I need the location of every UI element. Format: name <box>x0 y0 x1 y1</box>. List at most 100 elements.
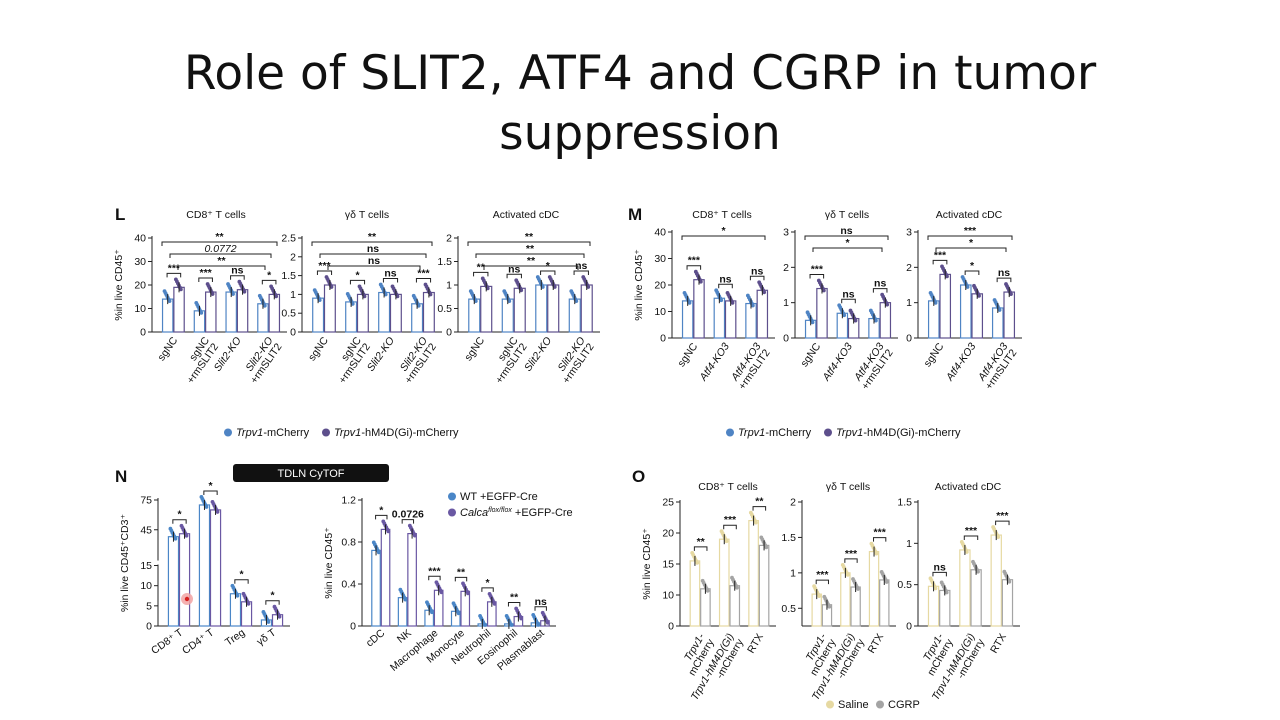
x-tick-label-line: sgNC <box>306 335 331 364</box>
sig-marker: ns <box>719 273 731 285</box>
sig-bracket <box>166 272 182 278</box>
y-tick-label: 2 <box>906 262 912 274</box>
data-point <box>821 288 826 293</box>
data-point <box>545 620 550 625</box>
chart-N-6: 0 5 10 15 45 75 %in live CD45⁺CD3⁺ * CD8⁺ T * CD4⁺… <box>119 480 292 657</box>
sig-bracket <box>311 241 433 246</box>
x-tick-label: Atf4-KO3+rmSLIT2 <box>850 341 896 392</box>
data-point <box>485 286 490 291</box>
bar <box>580 284 593 333</box>
sig-bracket <box>230 275 245 280</box>
y-tick-label: 1 <box>790 567 796 579</box>
panel-label-O: O <box>632 467 645 486</box>
y-tick-label: 1.5 <box>437 256 452 268</box>
y-tick-label: 20 <box>654 280 666 292</box>
sig-marker: ns <box>508 263 520 275</box>
legend-trpv1-mcherry-swatch <box>224 428 232 437</box>
bar <box>422 291 435 333</box>
sig-bracket <box>172 519 187 524</box>
sig-marker: *** <box>724 514 737 526</box>
data-point <box>944 590 949 595</box>
x-tick-label: CD4⁺ T <box>180 626 217 657</box>
sig-bracket <box>534 606 547 611</box>
data-point <box>274 294 279 299</box>
x-tick-label-line: Slit2-KO <box>522 335 554 374</box>
y-tick-label: 0 <box>446 327 452 339</box>
data-point <box>724 539 729 544</box>
bar <box>1003 291 1016 339</box>
sig-bracket <box>261 279 277 285</box>
legend-cgrp-swatch <box>876 700 884 709</box>
sig-bracket <box>234 579 249 584</box>
x-tick-label: RTX <box>745 632 766 656</box>
legend-cgrp-part: CGRP <box>888 699 920 711</box>
bar <box>236 289 249 333</box>
sig-marker: * <box>355 269 360 281</box>
sig-marker: ** <box>217 255 226 267</box>
chart-title: Activated cDC <box>493 209 560 221</box>
y-tick-label: 10 <box>662 590 674 602</box>
x-tick-label-line: cDC <box>364 627 388 650</box>
sig-marker: *** <box>964 225 977 237</box>
bar <box>990 534 1002 627</box>
sig-bracket <box>749 275 765 281</box>
sig-bracket <box>481 587 494 592</box>
legend-saline-swatch <box>826 700 834 709</box>
bar <box>758 544 770 627</box>
sig-bracket <box>169 253 272 258</box>
bar <box>356 293 369 333</box>
data-point <box>695 561 700 565</box>
data-point <box>277 614 282 619</box>
data-point <box>977 293 981 298</box>
sig-marker: ** <box>477 261 486 273</box>
x-tick-label-line: Atf4-KO3 <box>697 341 732 384</box>
sig-marker: ns <box>840 225 852 237</box>
bar <box>879 302 892 339</box>
sig-marker: *** <box>816 569 829 581</box>
legend-trpv1-mcherry-text: Trpv1-mCherry <box>236 427 310 439</box>
data-point <box>964 550 969 554</box>
legend-trpv1-hm4d-part: Trpv1 <box>836 427 863 439</box>
sig-bracket <box>681 235 766 240</box>
data-point <box>456 611 461 616</box>
chart-title: γδ T cells <box>826 481 870 493</box>
y-tick-label: 0 <box>140 327 146 339</box>
data-point <box>184 533 189 538</box>
sig-bracket <box>177 265 266 270</box>
sig-marker: ** <box>510 592 519 604</box>
y-tick-label: 3 <box>783 227 789 239</box>
bar <box>868 550 880 627</box>
sig-bracket <box>507 602 521 607</box>
sig-marker: * <box>239 569 244 581</box>
data-point <box>687 301 692 305</box>
sig-bracket <box>932 571 947 577</box>
y-tick-label: 15 <box>662 559 674 571</box>
y-tick-label: 10 <box>654 306 666 318</box>
sig-marker: *** <box>688 255 701 267</box>
data-point <box>173 536 178 541</box>
data-point <box>362 294 367 299</box>
slide-title-line2: suppression <box>499 106 781 161</box>
data-point <box>519 288 524 293</box>
sig-marker: ns <box>842 288 854 300</box>
x-tick-label: Atf4-KO3 <box>697 341 732 384</box>
sig-marker: *** <box>811 264 824 276</box>
bar <box>378 291 391 333</box>
data-point <box>199 310 204 315</box>
chart-title: CD8⁺ T cells <box>692 209 751 221</box>
sig-marker: ** <box>457 566 466 578</box>
bar <box>718 538 730 627</box>
data-point <box>705 588 710 593</box>
y-tick-label: 1 <box>906 538 912 550</box>
y-tick-label: 0 <box>146 621 152 633</box>
data-point <box>976 569 980 574</box>
x-tick-label: sgNC <box>155 335 180 364</box>
y-tick-label: 0.5 <box>781 603 796 615</box>
data-point <box>483 623 487 627</box>
panel-label-L: L <box>115 205 125 224</box>
x-tick-label-line: RTX <box>988 631 1009 655</box>
bar <box>939 589 951 627</box>
sig-bracket <box>693 546 708 551</box>
sig-bracket <box>932 259 948 265</box>
